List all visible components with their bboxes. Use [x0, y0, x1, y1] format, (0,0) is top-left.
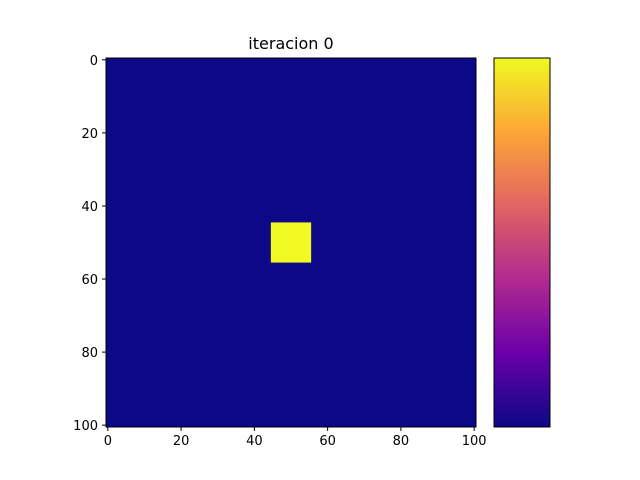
x-tick-label: 20: [173, 434, 190, 449]
x-tick-label: 80: [393, 434, 410, 449]
y-tick-label: 40: [81, 200, 98, 215]
plot-frame: [105, 57, 477, 428]
y-tick-label: 20: [81, 127, 98, 142]
x-tick-label: 0: [104, 434, 112, 449]
plot-area: [105, 57, 477, 428]
y-tick-label: 60: [81, 273, 98, 288]
y-tick-label: 100: [73, 419, 98, 434]
x-axis: 0 20 40 60 80 100: [104, 427, 487, 449]
colorbar-frame: [493, 57, 551, 428]
x-tick-label: 100: [462, 434, 487, 449]
x-tick-label: 60: [319, 434, 336, 449]
colorbar-gradient: [494, 58, 550, 427]
heatmap-hot-square: [270, 222, 312, 263]
colorbar: [493, 57, 551, 428]
x-tick-label: 40: [246, 434, 263, 449]
chart-title: iteracion 0: [248, 34, 333, 53]
y-tick-label: 80: [81, 346, 98, 361]
y-tick-label: 0: [90, 54, 98, 69]
y-axis: 0 20 40 60 80 100: [73, 54, 106, 434]
